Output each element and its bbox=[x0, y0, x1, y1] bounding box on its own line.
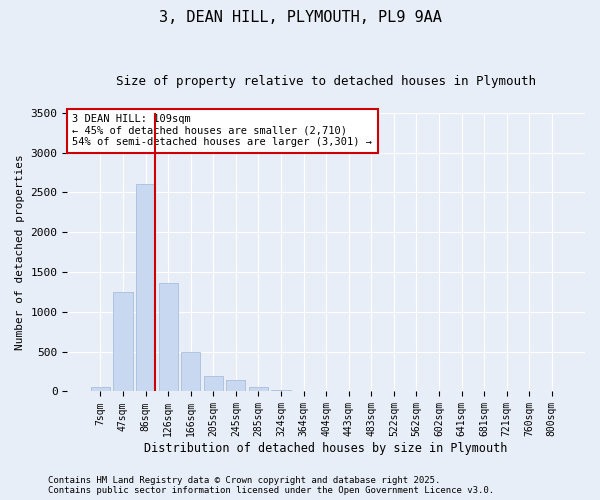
Bar bbox=[226, 380, 245, 392]
Bar bbox=[249, 388, 268, 392]
Bar bbox=[113, 292, 133, 392]
Bar bbox=[271, 390, 290, 392]
Bar bbox=[136, 184, 155, 392]
X-axis label: Distribution of detached houses by size in Plymouth: Distribution of detached houses by size … bbox=[145, 442, 508, 455]
Bar bbox=[203, 376, 223, 392]
Title: Size of property relative to detached houses in Plymouth: Size of property relative to detached ho… bbox=[116, 75, 536, 88]
Text: Contains HM Land Registry data © Crown copyright and database right 2025.
Contai: Contains HM Land Registry data © Crown c… bbox=[48, 476, 494, 495]
Text: 3, DEAN HILL, PLYMOUTH, PL9 9AA: 3, DEAN HILL, PLYMOUTH, PL9 9AA bbox=[158, 10, 442, 25]
Bar bbox=[158, 283, 178, 392]
Bar bbox=[181, 352, 200, 392]
Bar bbox=[91, 386, 110, 392]
Text: 3 DEAN HILL: 109sqm
← 45% of detached houses are smaller (2,710)
54% of semi-det: 3 DEAN HILL: 109sqm ← 45% of detached ho… bbox=[73, 114, 373, 148]
Bar bbox=[294, 391, 313, 392]
Y-axis label: Number of detached properties: Number of detached properties bbox=[15, 154, 25, 350]
